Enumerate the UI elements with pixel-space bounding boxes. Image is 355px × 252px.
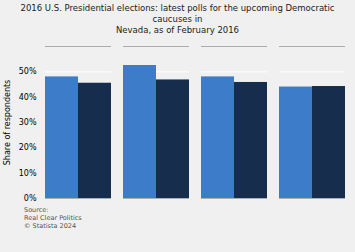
html-text:2016 U.S. Presidential electio: 2016 U.S. Presidential elections: latest… bbox=[20, 3, 335, 35]
svg-text:50%: 50% bbox=[19, 67, 37, 76]
svg-text:Share of respondents: Share of respondents bbox=[3, 80, 12, 166]
svg-text:0%: 0% bbox=[24, 194, 37, 203]
svg-text:40%: 40% bbox=[19, 93, 37, 102]
html-text:Source: Real Clear Politics ©: Source: Real Clear Politics © Statista 2… bbox=[24, 206, 82, 230]
svg-text:20%: 20% bbox=[19, 143, 37, 152]
svg-text:10%: 10% bbox=[19, 169, 37, 178]
svg-text:30%: 30% bbox=[19, 118, 37, 127]
